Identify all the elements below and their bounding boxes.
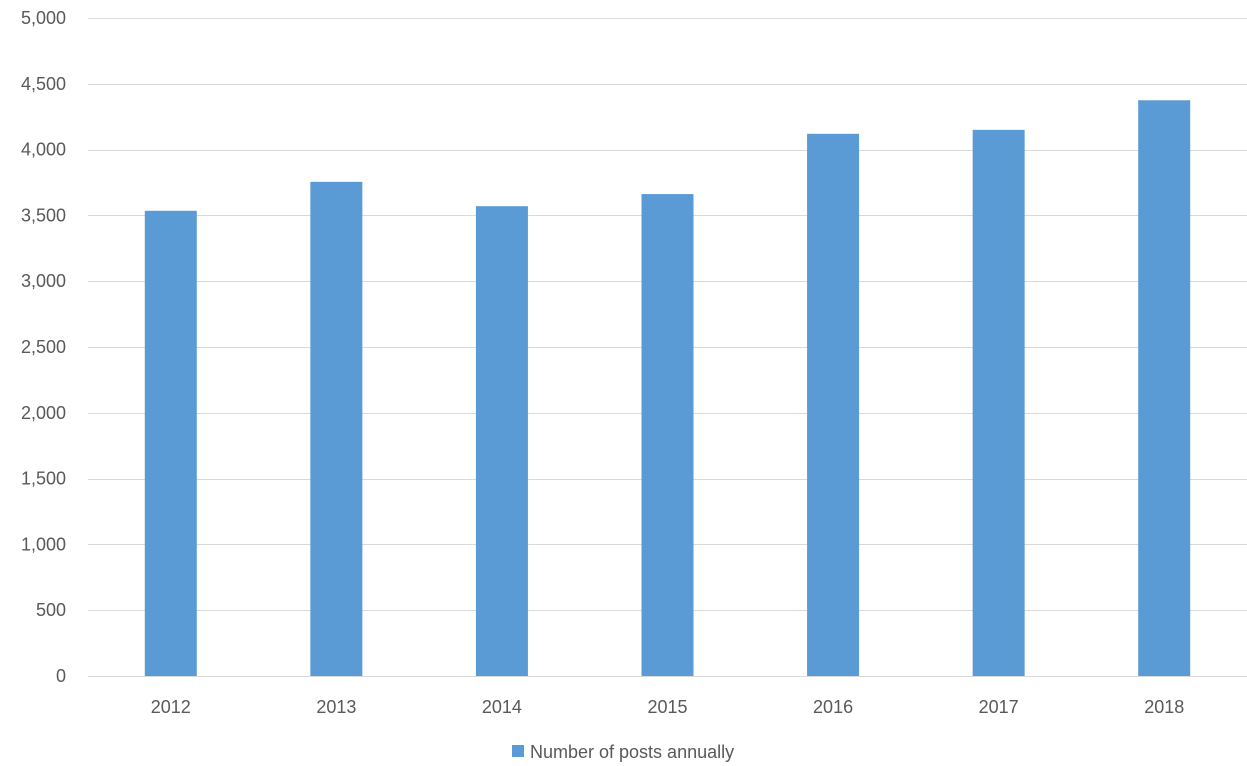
bar-2014 <box>475 206 528 677</box>
legend-swatch <box>512 745 524 757</box>
y-tick-label: 3,000 <box>21 271 66 291</box>
x-tick-label: 2015 <box>647 697 687 717</box>
legend-label: Number of posts annually <box>530 742 734 762</box>
x-tick-label: 2014 <box>482 697 522 717</box>
x-tick-label: 2013 <box>316 697 356 717</box>
y-tick-label: 5,000 <box>21 8 66 28</box>
y-axis-ticks: 0 500 1,000 1,500 2,000 2,500 3,000 3,500 4,000 4… <box>21 8 66 686</box>
x-axis-ticks: 2012 2013 2014 2015 2016 2017 2018 <box>151 697 1184 717</box>
bar-2012 <box>144 210 197 676</box>
y-tick-label: 1,000 <box>21 534 66 554</box>
y-tick-label: 4,000 <box>21 140 66 160</box>
x-tick-label: 2012 <box>151 697 191 717</box>
y-tick-label: 3,500 <box>21 205 66 225</box>
y-tick-label: 2,000 <box>21 403 66 423</box>
bar-2017 <box>972 129 1025 677</box>
x-tick-label: 2017 <box>979 697 1019 717</box>
bar-2013 <box>310 181 363 677</box>
y-tick-label: 4,500 <box>21 74 66 94</box>
y-tick-label: 2,500 <box>21 337 66 357</box>
y-tick-label: 0 <box>56 666 66 686</box>
bar-2018 <box>1138 100 1191 676</box>
bar-2015 <box>641 194 694 676</box>
x-tick-label: 2016 <box>813 697 853 717</box>
y-tick-label: 500 <box>36 600 66 620</box>
y-tick-label: 1,500 <box>21 469 66 489</box>
legend: Number of posts annually <box>512 742 734 762</box>
bars <box>144 100 1191 677</box>
bar-2016 <box>807 133 860 677</box>
x-tick-label: 2018 <box>1144 697 1184 717</box>
